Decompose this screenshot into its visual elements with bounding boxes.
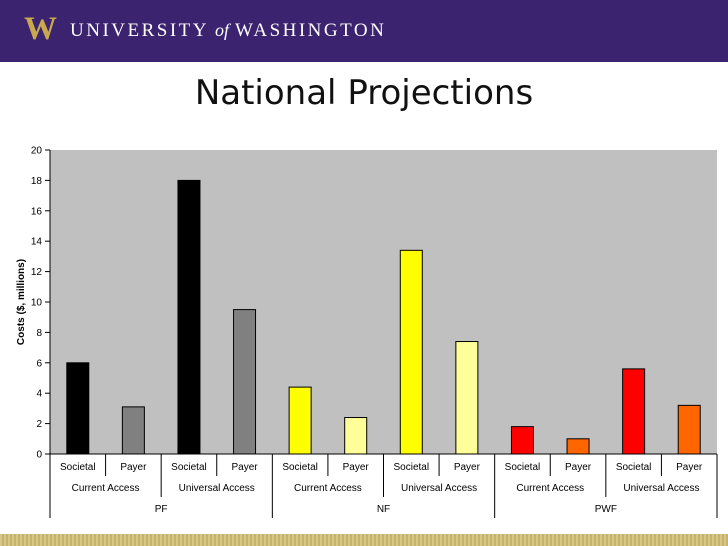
wordmark-of: of — [215, 20, 230, 40]
y-tick-label: 18 — [31, 176, 43, 187]
group-label: PWF — [595, 504, 617, 515]
access-label: Current Access — [72, 483, 140, 494]
access-label: Universal Access — [401, 483, 477, 494]
x-tick-label: Payer — [231, 462, 258, 473]
wordmark-washington: WASHINGTON — [235, 20, 387, 41]
bar — [344, 417, 368, 455]
y-axis-label: Costs ($, millions) — [16, 259, 27, 345]
y-tick-label: 20 — [31, 146, 43, 157]
bar — [288, 386, 312, 455]
y-tick-label: 12 — [31, 267, 43, 278]
x-tick-label: Societal — [505, 462, 541, 473]
university-wordmark: UNIVERSITY of WASHINGTON — [70, 21, 386, 40]
x-tick-label: Payer — [120, 462, 147, 473]
y-tick-label: 0 — [36, 450, 42, 461]
x-tick-label: Societal — [282, 462, 318, 473]
x-tick-label: Payer — [454, 462, 481, 473]
bar — [121, 406, 145, 455]
bar — [510, 426, 534, 455]
bar — [566, 438, 590, 455]
wordmark-university: UNIVERSITY — [70, 20, 209, 41]
x-tick-label: Societal — [171, 462, 207, 473]
x-tick-label: Payer — [565, 462, 592, 473]
y-tick-label: 2 — [36, 419, 42, 430]
access-label: Universal Access — [623, 483, 699, 494]
bar — [677, 404, 701, 455]
bar — [66, 362, 90, 455]
bar — [622, 368, 646, 455]
slide-title: National Projections — [194, 73, 534, 113]
x-tick-label: Payer — [676, 462, 703, 473]
bar — [177, 179, 201, 455]
access-label: Universal Access — [179, 483, 255, 494]
university-logo-w: W — [24, 11, 57, 47]
y-tick-label: 10 — [31, 298, 43, 309]
x-tick-label: Societal — [60, 462, 96, 473]
plot-area — [50, 150, 717, 454]
y-tick-label: 6 — [36, 358, 42, 369]
y-tick-label: 14 — [31, 237, 43, 248]
university-banner: W UNIVERSITY of WASHINGTON — [0, 0, 728, 62]
bar — [233, 309, 257, 455]
y-tick-label: 8 — [36, 328, 42, 339]
y-tick-label: 16 — [31, 206, 43, 217]
chart-layer: 0 2 4 6 8 10 12 14 16 18 20 Costs ($, millions) Soci… — [16, 146, 718, 518]
bar — [455, 341, 479, 455]
x-tick-label: Societal — [616, 462, 652, 473]
bar — [399, 249, 423, 455]
x-tick-label: Societal — [394, 462, 430, 473]
access-label: Current Access — [294, 483, 362, 494]
access-label: Current Access — [516, 483, 584, 494]
group-label: PF — [155, 504, 168, 515]
footer-bar — [0, 534, 728, 546]
group-label: NF — [377, 504, 390, 515]
x-tick-label: Payer — [343, 462, 370, 473]
y-tick-label: 4 — [36, 389, 42, 400]
